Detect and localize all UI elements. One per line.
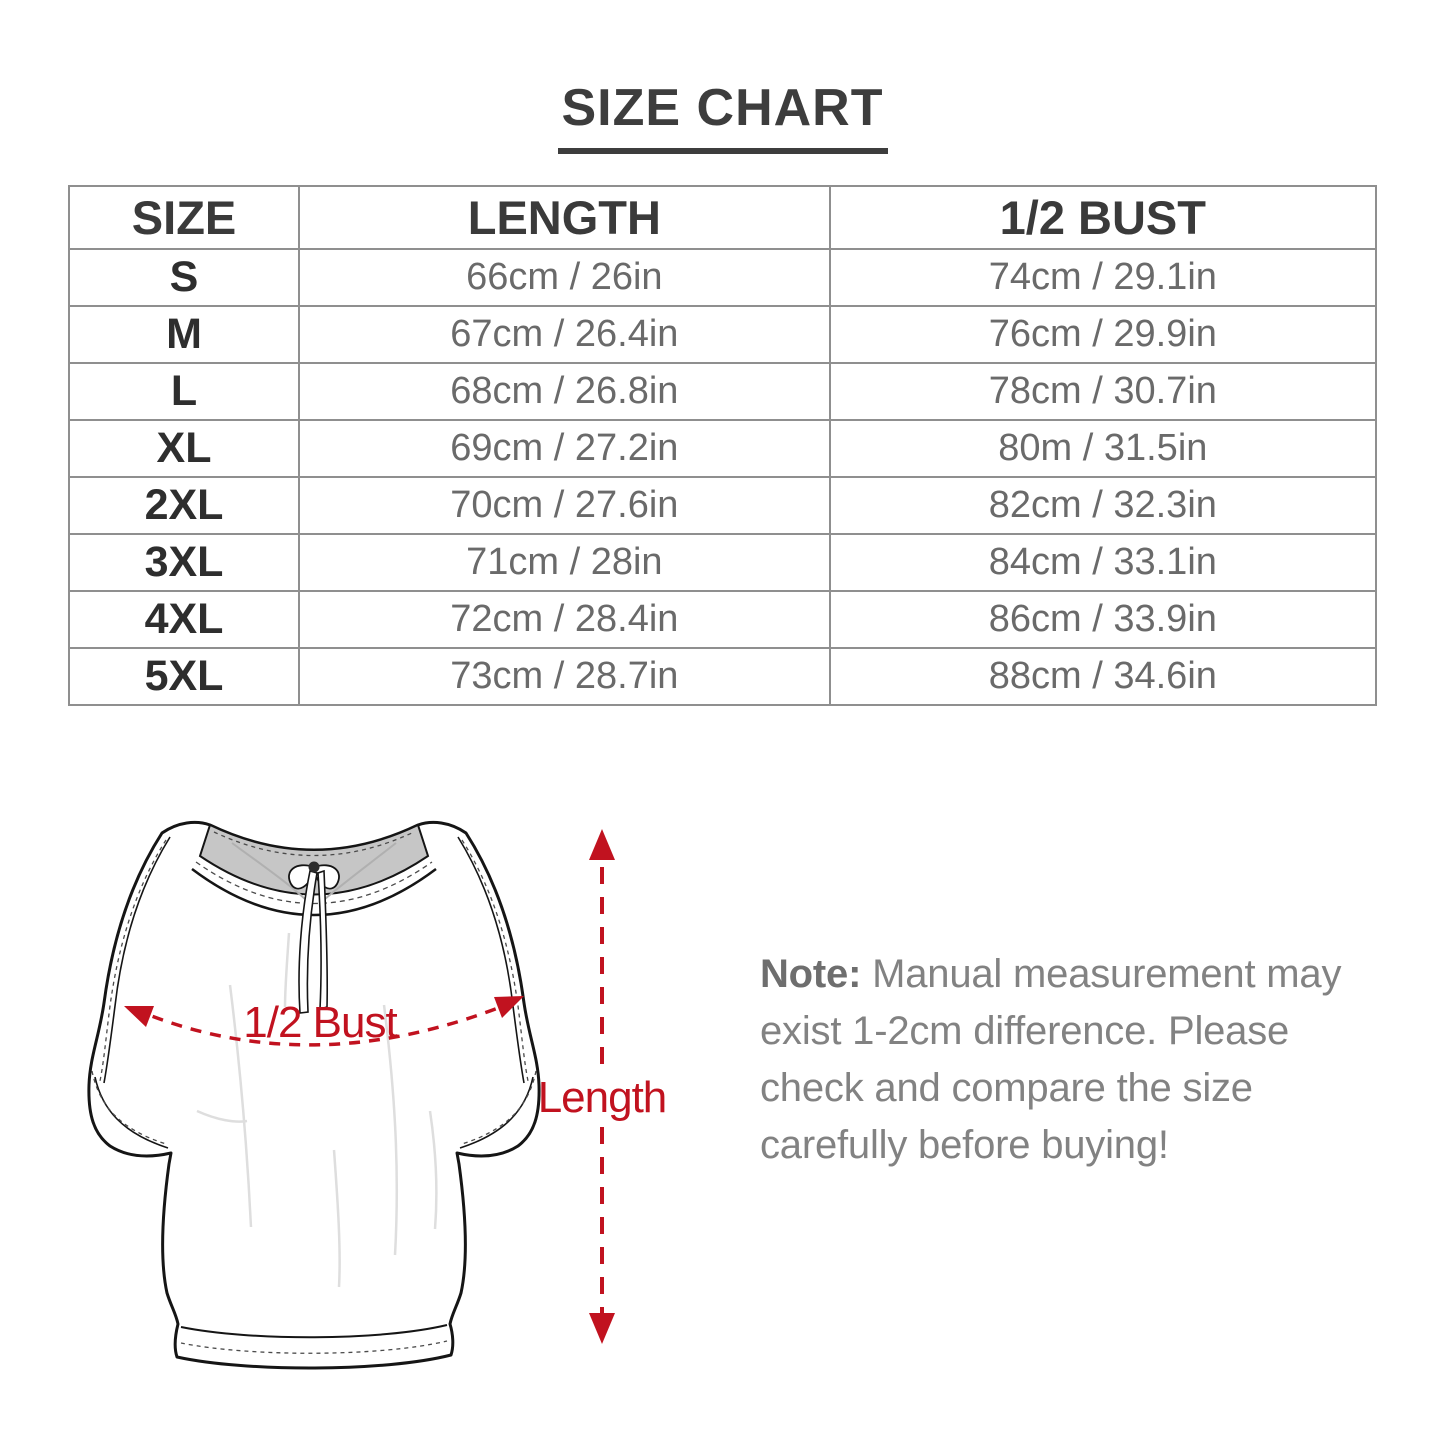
bust-measure-arrow [124,996,524,1047]
length-label: Length [538,1073,667,1122]
note-text: Note: Manual measurement may exist 1-2cm… [760,946,1341,1174]
note-line: check and compare the size [760,1066,1253,1110]
size-cell: M [67,305,301,364]
size-cell: XL [67,419,301,478]
bust-cell: 74cm / 29.1in [828,248,1378,307]
column-header-bust: 1/2 BUST [828,185,1378,250]
wing-stitch [461,1070,537,1145]
bust-cell: 84cm / 33.1in [828,533,1378,592]
size-cell: L [67,362,301,421]
table-row: 4XL 72cm / 28.4in 86cm / 33.9in [67,590,1378,649]
fabric-fold-lines [196,932,438,1288]
neckband-stitch [195,861,433,905]
neck-tie-bow [288,861,340,1014]
length-cell: 69cm / 27.2in [298,419,831,478]
wing-stitch [91,1070,167,1145]
table-row: L 68cm / 26.8in 78cm / 30.7in [67,362,1378,421]
garment-diagram: 1/2 Bust Length [80,815,710,1415]
size-table: SIZE LENGTH 1/2 BUST S 66cm / 26in 74cm … [67,185,1378,706]
bust-cell: 88cm / 34.6in [828,647,1378,706]
length-cell: 73cm / 28.7in [298,647,831,706]
bust-cell: 80m / 31.5in [828,419,1378,478]
note-line: Note: Manual measurement may [760,946,1341,1003]
length-cell: 71cm / 28in [298,533,831,592]
table-row: XL 69cm / 27.2in 80m / 31.5in [67,419,1378,478]
wing-band-line [459,1076,534,1149]
bust-cell: 78cm / 30.7in [828,362,1378,421]
note-line: carefully before buying! [760,1123,1169,1167]
bust-cell: 76cm / 29.9in [828,305,1378,364]
table-row: 5XL 73cm / 28.7in 88cm / 34.6in [67,647,1378,706]
length-cell: 66cm / 26in [298,248,831,307]
size-cell: S [67,248,301,307]
note-prefix: Note: [760,952,862,996]
bust-label: 1/2 Bust [243,998,397,1047]
size-table-body: S 66cm / 26in 74cm / 29.1in M 67cm / 26.… [67,248,1378,706]
garment-outline [87,820,541,1370]
length-measure-arrow [589,829,615,1344]
hem-band-line [180,1324,448,1339]
armhole-stitch [461,839,529,1082]
page-title: SIZE CHART [557,78,888,154]
note-line: exist 1-2cm difference. Please [760,1009,1290,1053]
length-cell: 68cm / 26.8in [298,362,831,421]
length-cell: 70cm / 27.6in [298,476,831,535]
table-row: M 67cm / 26.4in 76cm / 29.9in [67,305,1378,364]
length-cell: 72cm / 28.4in [298,590,831,649]
column-header-size: SIZE [67,185,301,250]
garment-inner-back-panel [198,823,430,896]
armhole-band-line [103,836,171,1084]
note-line-rest: Manual measurement may [861,952,1342,996]
wing-band-line [94,1076,169,1149]
table-row: 3XL 71cm / 28in 84cm / 33.1in [67,533,1378,592]
size-cell: 5XL [67,647,301,706]
back-neck-stitch [213,831,415,857]
armhole-stitch [99,839,167,1082]
garment-illustration: 1/2 Bust Length [87,820,667,1370]
size-cell: 3XL [67,533,301,592]
size-table-header: SIZE LENGTH 1/2 BUST [67,185,1378,250]
column-header-length: LENGTH [298,185,831,250]
size-cell: 2XL [67,476,301,535]
table-header-row: SIZE LENGTH 1/2 BUST [67,185,1378,250]
page-title-wrap: SIZE CHART [0,78,1445,154]
back-panel-shading [324,842,397,900]
table-row: 2XL 70cm / 27.6in 82cm / 32.3in [67,476,1378,535]
neckband-outer-edge [191,868,437,917]
table-row: S 66cm / 26in 74cm / 29.1in [67,248,1378,307]
size-cell: 4XL [67,590,301,649]
back-panel-shading [231,842,308,902]
length-cell: 67cm / 26.4in [298,305,831,364]
armhole-band-line [457,836,525,1084]
bust-cell: 86cm / 33.9in [828,590,1378,649]
bust-cell: 82cm / 32.3in [828,476,1378,535]
